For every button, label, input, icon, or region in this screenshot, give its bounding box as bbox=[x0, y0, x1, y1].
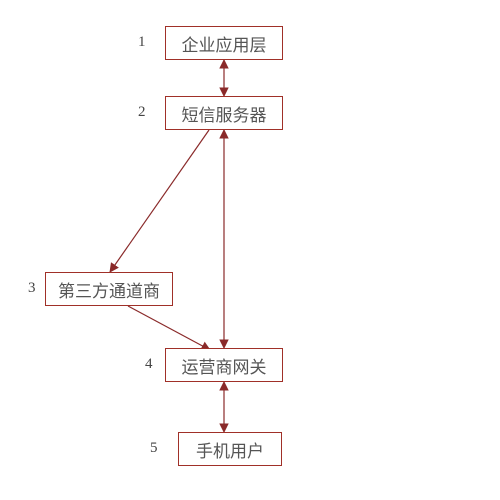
diagram-stage: 1 企业应用层 2 短信服务器 3 第三方通道商 4 运营商网关 5 手机用户 bbox=[0, 0, 500, 500]
node-third-party-channel: 第三方通道商 bbox=[45, 272, 173, 306]
edge bbox=[128, 306, 210, 350]
node-1-label: 企业应用层 bbox=[182, 31, 267, 56]
node-mobile-user: 手机用户 bbox=[178, 432, 282, 466]
node-1-number: 1 bbox=[138, 34, 146, 51]
node-2-label: 短信服务器 bbox=[182, 101, 267, 126]
node-2-number: 2 bbox=[138, 104, 146, 121]
node-5-number: 5 bbox=[150, 440, 158, 457]
node-3-label: 第三方通道商 bbox=[58, 277, 160, 302]
node-4-number: 4 bbox=[145, 356, 153, 373]
node-5-label: 手机用户 bbox=[196, 437, 264, 462]
edge bbox=[110, 130, 209, 272]
node-sms-server: 短信服务器 bbox=[165, 96, 283, 130]
node-enterprise-app-layer: 企业应用层 bbox=[165, 26, 283, 60]
node-carrier-gateway: 运营商网关 bbox=[165, 348, 283, 382]
edges-layer bbox=[0, 0, 500, 500]
node-3-number: 3 bbox=[28, 280, 36, 297]
node-4-label: 运营商网关 bbox=[182, 353, 267, 378]
